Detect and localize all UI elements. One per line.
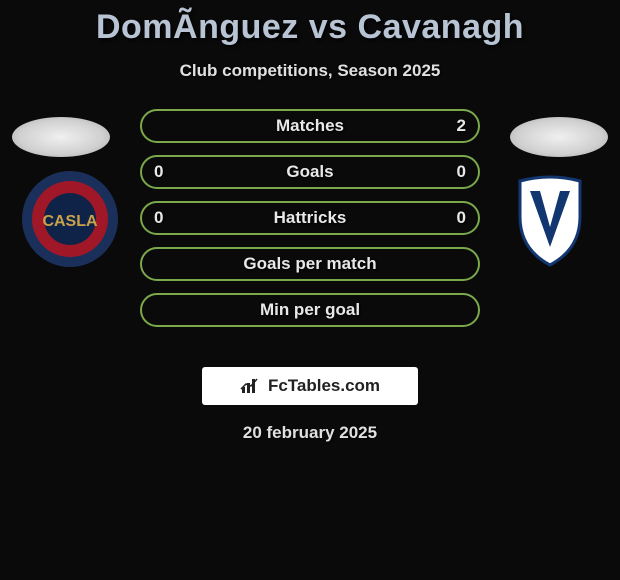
velez-crest-icon — [500, 169, 600, 269]
comparison-area: CASLA Matches 2 0 Goals 0 0 Hattricks 0 … — [0, 109, 620, 349]
stat-row-goals: 0 Goals 0 — [140, 155, 480, 189]
svg-text:CASLA: CASLA — [42, 213, 98, 230]
subtitle: Club competitions, Season 2025 — [0, 61, 620, 81]
stat-value-left: 0 — [154, 208, 163, 228]
stat-row-goals-per-match: Goals per match — [140, 247, 480, 281]
stat-value-right: 0 — [457, 162, 466, 182]
club-badge-left: CASLA — [20, 169, 120, 269]
stat-label: Hattricks — [274, 208, 347, 228]
brand-text: FcTables.com — [268, 376, 380, 396]
stat-value-left: 0 — [154, 162, 163, 182]
stat-row-hattricks: 0 Hattricks 0 — [140, 201, 480, 235]
stat-rows: Matches 2 0 Goals 0 0 Hattricks 0 Goals … — [140, 109, 480, 327]
brand-badge: FcTables.com — [202, 367, 418, 405]
stat-label: Min per goal — [260, 300, 360, 320]
stat-row-min-per-goal: Min per goal — [140, 293, 480, 327]
san-lorenzo-crest-icon: CASLA — [20, 169, 120, 269]
bar-chart-icon — [240, 377, 262, 395]
stat-row-matches: Matches 2 — [140, 109, 480, 143]
stat-label: Matches — [276, 116, 344, 136]
generated-date: 20 february 2025 — [0, 423, 620, 443]
stat-value-right: 0 — [457, 208, 466, 228]
player-photo-left-placeholder — [12, 117, 110, 157]
player-photo-right-placeholder — [510, 117, 608, 157]
stat-value-right: 2 — [457, 116, 466, 136]
stat-label: Goals per match — [243, 254, 376, 274]
club-badge-right — [500, 169, 600, 269]
page-title: DomÃ­nguez vs Cavanagh — [0, 0, 620, 47]
stat-label: Goals — [286, 162, 333, 182]
